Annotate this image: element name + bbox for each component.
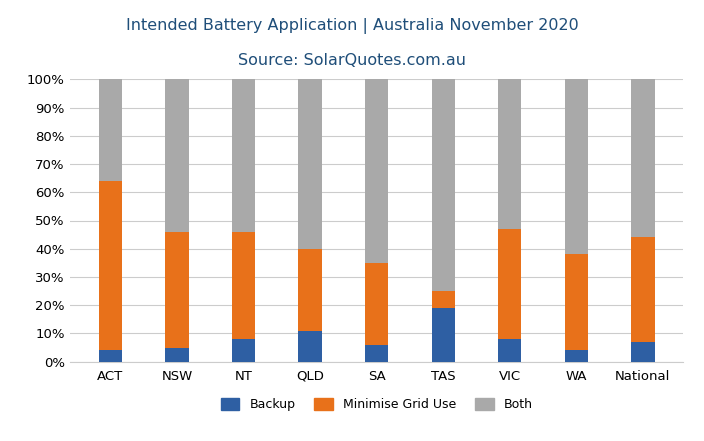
Bar: [565, 254, 588, 350]
Bar: [99, 79, 122, 181]
Bar: [432, 308, 455, 362]
Bar: [232, 232, 255, 339]
Bar: [498, 339, 522, 362]
Bar: [365, 345, 389, 362]
Text: Source: SolarQuotes.com.au: Source: SolarQuotes.com.au: [238, 53, 466, 68]
Bar: [298, 79, 322, 249]
Bar: [365, 79, 389, 263]
Bar: [631, 79, 655, 237]
Legend: Backup, Minimise Grid Use, Both: Backup, Minimise Grid Use, Both: [215, 392, 539, 418]
Bar: [298, 331, 322, 362]
Bar: [631, 237, 655, 342]
Bar: [99, 350, 122, 362]
Bar: [432, 79, 455, 291]
Text: Intended Battery Application | Australia November 2020: Intended Battery Application | Australia…: [125, 18, 579, 34]
Bar: [165, 348, 189, 362]
Bar: [232, 79, 255, 232]
Bar: [165, 232, 189, 348]
Bar: [165, 79, 189, 232]
Bar: [365, 263, 389, 345]
Bar: [631, 342, 655, 362]
Bar: [232, 339, 255, 362]
Bar: [432, 291, 455, 308]
Bar: [565, 79, 588, 254]
Bar: [498, 229, 522, 339]
Bar: [498, 79, 522, 229]
Bar: [565, 350, 588, 362]
Bar: [99, 181, 122, 350]
Bar: [298, 249, 322, 331]
